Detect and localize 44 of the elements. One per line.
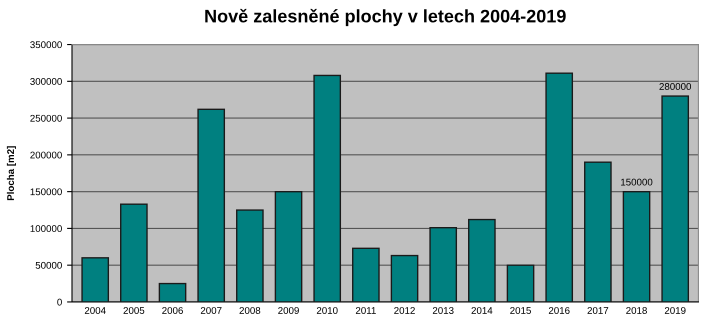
chart-title: Nově zalesněné plochy v letech 2004-2019 bbox=[205, 8, 566, 26]
data-label: 280000 bbox=[659, 83, 692, 90]
bar bbox=[158, 282, 186, 302]
y-tick-label: 350000 bbox=[30, 41, 62, 48]
y-axis-title: Plocha [m2] bbox=[6, 146, 16, 200]
bar bbox=[429, 226, 458, 302]
y-tick-label: 100000 bbox=[30, 225, 62, 232]
bar bbox=[274, 190, 302, 302]
y-tick-label: 0 bbox=[57, 298, 62, 306]
x-tick-label: 2016 bbox=[548, 307, 570, 314]
y-tick-label: 150000 bbox=[30, 188, 62, 196]
data-label: 150000 bbox=[621, 178, 652, 186]
x-tick-label: 2019 bbox=[664, 307, 686, 314]
y-tick-label: 250000 bbox=[30, 114, 62, 122]
bar bbox=[390, 254, 418, 302]
bar bbox=[661, 95, 690, 302]
x-tick-label: 2006 bbox=[162, 307, 183, 314]
bar bbox=[352, 248, 380, 302]
x-tick-label: 2017 bbox=[588, 307, 608, 314]
x-tick-label: 2012 bbox=[394, 307, 415, 314]
x-tick-label: 2007 bbox=[200, 307, 222, 314]
bar bbox=[197, 108, 226, 302]
y-tick-label: 300000 bbox=[30, 78, 62, 85]
bar bbox=[622, 190, 650, 302]
x-tick-label: 2014 bbox=[472, 307, 492, 314]
bar bbox=[81, 257, 110, 302]
x-tick-label: 2005 bbox=[124, 307, 144, 314]
x-tick-label: 2018 bbox=[626, 307, 647, 314]
bar bbox=[236, 209, 264, 302]
x-tick-label: 2011 bbox=[356, 307, 376, 314]
y-tick-label: 50000 bbox=[36, 262, 62, 269]
bar bbox=[468, 218, 496, 302]
bar bbox=[545, 72, 574, 302]
x-tick-label: 2004 bbox=[84, 307, 106, 314]
bar bbox=[506, 264, 534, 302]
x-tick-label: 2015 bbox=[510, 307, 531, 314]
bar bbox=[120, 203, 148, 302]
bar bbox=[313, 74, 342, 302]
bar bbox=[584, 162, 612, 302]
x-tick-label: 2013 bbox=[432, 307, 454, 314]
x-tick-label: 2009 bbox=[278, 307, 299, 314]
y-tick-label: 200000 bbox=[30, 152, 62, 158]
x-tick-label: 2008 bbox=[240, 307, 260, 314]
x-tick-label: 2010 bbox=[316, 307, 338, 314]
